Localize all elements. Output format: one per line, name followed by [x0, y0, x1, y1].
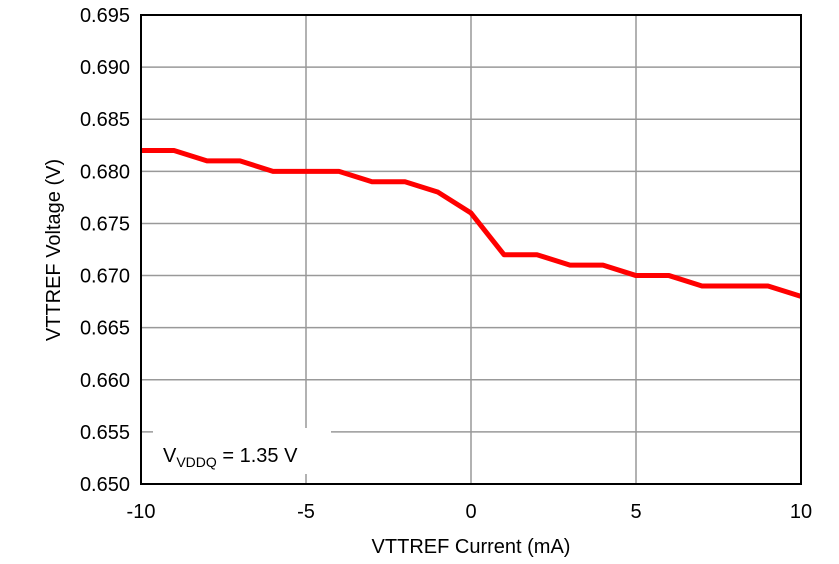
y-axis-label: VTTREF Voltage (V) — [43, 159, 65, 341]
y-tick-label: 0.665 — [80, 318, 130, 340]
y-tick-label: 0.650 — [80, 474, 130, 496]
x-tick-label: 0 — [465, 501, 476, 523]
annotation: VVDDQ = 1.35 V — [153, 428, 331, 474]
y-tick-label: 0.675 — [80, 213, 130, 235]
y-tick-label: 0.660 — [80, 370, 130, 392]
x-tick-label: -10 — [127, 501, 156, 523]
x-tick-label: -5 — [297, 501, 315, 523]
y-tick-label: 0.655 — [80, 422, 130, 444]
x-axis-label: VTTREF Current (mA) — [372, 536, 571, 558]
y-tick-label: 0.670 — [80, 266, 130, 288]
y-tick-label: 0.695 — [80, 5, 130, 27]
y-tick-label: 0.685 — [80, 109, 130, 131]
x-tick-label: 10 — [790, 501, 812, 523]
y-tick-label: 0.680 — [80, 161, 130, 183]
y-tick-label: 0.690 — [80, 57, 130, 79]
grid — [141, 15, 801, 484]
x-tick-label: 5 — [630, 501, 641, 523]
